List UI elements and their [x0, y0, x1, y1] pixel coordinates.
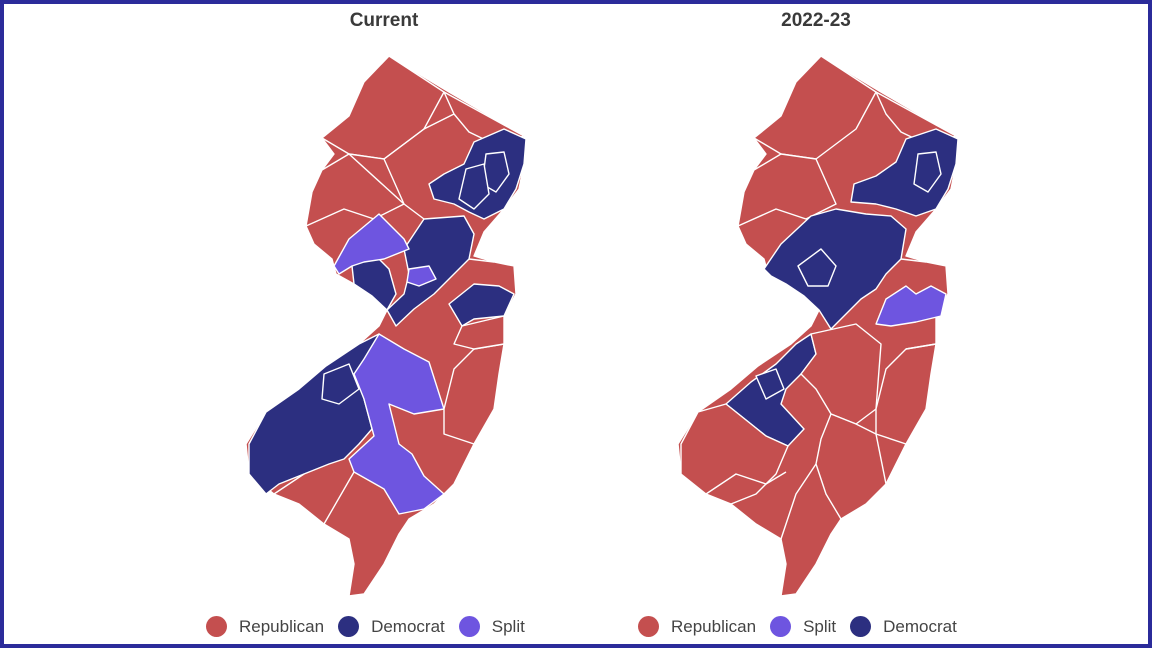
district-region: [443, 343, 505, 445]
nj-map-current: [245, 55, 527, 597]
legend-item: Democrat: [338, 616, 445, 637]
map-title-2022-23: 2022-23: [781, 10, 851, 31]
district-region: [406, 265, 437, 287]
legend-label: Republican: [239, 616, 325, 636]
democrat-swatch: [338, 616, 360, 637]
legend-label: Democrat: [371, 616, 445, 636]
legend-item: Democrat: [850, 616, 957, 637]
district-region: [453, 315, 505, 350]
republican-swatch: [206, 616, 227, 637]
legend-label: Split: [491, 616, 525, 636]
district-region: [755, 368, 785, 400]
map-panel-current: Current: [4, 4, 564, 644]
legend-item: Split: [458, 616, 525, 637]
district-region: [333, 213, 410, 275]
district-region: [348, 333, 445, 515]
district-region: [850, 128, 959, 217]
district-region: [458, 163, 490, 210]
map-panel-2022-23: 2022-23: [436, 4, 996, 644]
legend-label: Democrat: [883, 616, 957, 636]
legend-item: Republican: [638, 616, 756, 637]
legend-item: Split: [770, 616, 836, 637]
district-region: [737, 153, 837, 227]
legend-label: Split: [803, 616, 837, 636]
district-region: [797, 248, 837, 287]
republican-swatch: [638, 616, 659, 637]
district-region: [321, 363, 360, 405]
district-region: [680, 403, 789, 505]
legend-2022-23: Republican Split Democrat: [638, 616, 971, 637]
district-region: [875, 285, 947, 327]
democrat-swatch: [850, 616, 872, 637]
legend-label: Republican: [671, 616, 757, 636]
map-title-current: Current: [349, 10, 419, 31]
legend-item: Republican: [206, 616, 324, 637]
legend-current: Republican Democrat Split: [206, 616, 539, 637]
district-region: [913, 151, 942, 193]
district-region: [815, 413, 887, 520]
nj-map-2022-23: [677, 55, 959, 597]
district-region: [875, 343, 937, 445]
split-swatch: [458, 616, 480, 637]
split-swatch: [770, 616, 792, 637]
